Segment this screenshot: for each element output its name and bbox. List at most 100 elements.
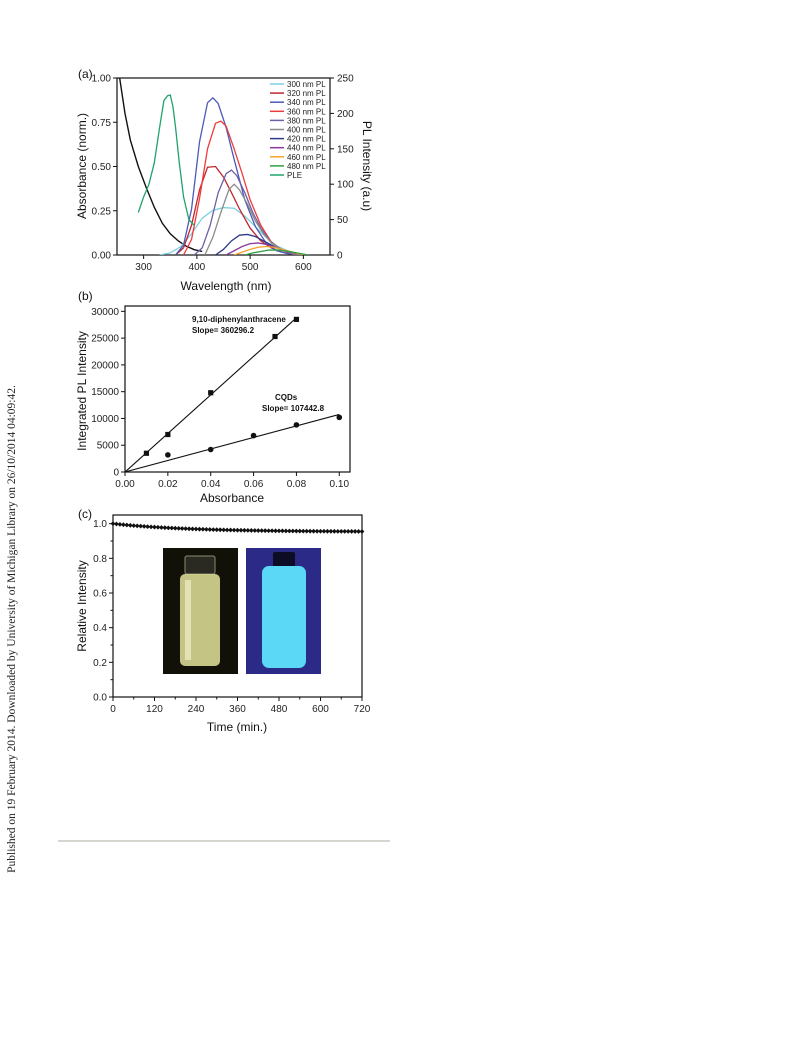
data-point-stability [356, 529, 361, 534]
panel-c-y-tick-label: 0.6 [93, 589, 107, 600]
panel-b-chart: (b) Absorbance Integrated PL Intensity 0… [75, 289, 351, 505]
panel-a-y-tick-label: 0.50 [92, 162, 112, 173]
data-point-stability [172, 525, 178, 531]
data-point-dpa [272, 333, 278, 340]
panel-c-x-tick-label: 240 [188, 704, 205, 715]
panel-a-y-tick-label: 0.25 [92, 206, 112, 217]
data-point-stability [300, 528, 306, 534]
data-point-stability [242, 527, 247, 533]
data-point-stability [217, 527, 223, 533]
panel-a-y2-tick-label: 0 [337, 251, 343, 262]
absorbance-line [118, 78, 203, 253]
panel-b-y-tick-label: 5000 [97, 441, 120, 452]
data-point-dpa [165, 431, 171, 438]
panel-b-y-tick-label: 15000 [91, 387, 119, 398]
data-point-stability [331, 528, 337, 534]
panel-a-series-group [118, 78, 309, 255]
panel-a-y2-tick-label: 200 [337, 109, 354, 120]
data-point-stability [159, 525, 164, 530]
data-point-stability [186, 526, 192, 532]
data-point-stability [342, 528, 348, 534]
annotation-dpa-name: 9,10-diphenylanthracene [192, 315, 286, 324]
data-point-stability [207, 527, 213, 532]
panel-b-y-tick-label: 10000 [91, 414, 119, 425]
data-point-stability [231, 527, 237, 533]
data-point-stability [193, 526, 199, 532]
data-point-cqds [250, 432, 257, 439]
data-point-stability [127, 522, 133, 528]
legend-label: 460 nm PL [287, 153, 326, 162]
panel-b-x-tick-label: 0.02 [158, 479, 178, 490]
data-point-stability [169, 525, 175, 531]
panel-b-x-tick-label: 0.00 [115, 479, 135, 490]
series-line-340-nm-pl [175, 96, 307, 255]
panel-a-y2-tick-label: 150 [337, 144, 354, 155]
data-point-stability [148, 524, 154, 530]
data-point-stability [162, 525, 168, 531]
panel-b-plot-frame [124, 305, 351, 473]
annotation-cqds-name: CQDs [275, 393, 298, 402]
panel-a-x-tick-label: 600 [295, 262, 312, 273]
divider [58, 840, 390, 842]
data-point-stability [273, 528, 278, 534]
legend-label: 340 nm PL [287, 98, 326, 107]
data-point-stability [248, 528, 254, 533]
series-line-400-nm-pl [204, 183, 304, 255]
vial-body-uv [262, 566, 306, 668]
data-point-stability [311, 528, 316, 534]
fit-line-cqds [124, 413, 340, 473]
data-point-stability [297, 528, 303, 534]
panel-a-y2-tick-label: 250 [337, 74, 354, 85]
legend-label: 480 nm PL [287, 162, 326, 171]
data-point-stability [345, 529, 351, 534]
data-point-stability [183, 526, 189, 532]
data-point-stability [221, 527, 227, 533]
panel-a-x-tick-label: 400 [189, 262, 206, 273]
data-point-stability [328, 528, 334, 534]
data-point-stability [307, 528, 313, 534]
data-point-stability [200, 526, 206, 532]
data-point-dpa [293, 316, 300, 322]
panel-b-y-tick-label: 20000 [91, 360, 119, 371]
panel-a-y-axis-label: Absorbance (norm.) [75, 113, 89, 219]
data-point-stability [252, 528, 258, 533]
data-point-stability [269, 528, 275, 534]
data-point-stability [155, 524, 161, 530]
panel-a-y2-axis-label: PL Intensity (a.u) [360, 121, 374, 211]
data-point-stability [145, 524, 150, 530]
legend-label: 400 nm PL [287, 126, 326, 135]
data-point-stability [152, 524, 157, 530]
data-point-stability [280, 528, 285, 534]
data-point-stability [210, 527, 216, 533]
panel-a-x-tick-label: 500 [242, 262, 259, 273]
data-point-cqds [165, 452, 171, 458]
data-point-stability [266, 528, 272, 534]
legend-label: 300 nm PL [287, 80, 326, 89]
panel-c-y-tick-label: 0.0 [93, 693, 107, 704]
panel-c-y-tick-label: 1.0 [93, 519, 107, 530]
data-point-stability [321, 528, 327, 534]
data-point-stability [349, 529, 355, 534]
panel-a-y-tick-label: 0.75 [92, 118, 112, 129]
legend-label: PLE [287, 171, 302, 180]
panel-b-x-tick-label: 0.08 [287, 479, 307, 490]
panel-a-y2-tick-label: 50 [337, 215, 349, 226]
panel-b-x-tick-label: 0.04 [201, 479, 221, 490]
data-point-stability [131, 523, 137, 529]
panel-b-y-tick-label: 25000 [91, 334, 119, 345]
data-point-stability [134, 523, 140, 529]
data-point-stability [238, 527, 244, 533]
data-point-stability [359, 529, 365, 534]
data-point-stability [228, 527, 233, 533]
legend-label: 380 nm PL [287, 116, 326, 125]
data-point-stability [262, 528, 268, 534]
panel-c-y-axis-label: Relative Intensity [75, 560, 89, 651]
data-point-stability [318, 528, 323, 534]
panel-c-label: (c) [78, 507, 92, 521]
legend-label: 420 nm PL [287, 135, 326, 144]
panel-a-label: (a) [78, 67, 93, 81]
data-point-stability [197, 526, 202, 532]
data-point-stability [255, 528, 261, 533]
vial-highlight [185, 580, 191, 660]
panel-c-x-tick-label: 360 [229, 704, 246, 715]
